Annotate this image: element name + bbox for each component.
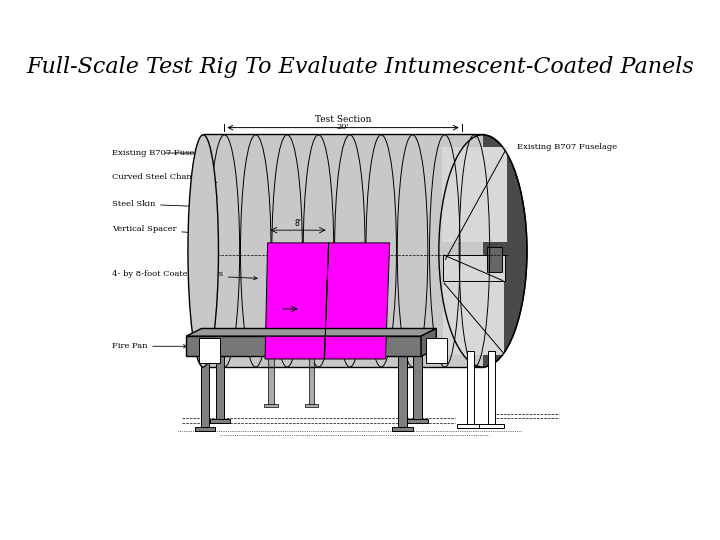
Polygon shape bbox=[444, 255, 505, 281]
Bar bbox=[199, 338, 220, 363]
Bar bbox=[392, 427, 413, 431]
Bar bbox=[479, 424, 504, 429]
Bar bbox=[201, 356, 209, 427]
Bar bbox=[264, 404, 278, 407]
Polygon shape bbox=[186, 336, 421, 356]
Bar bbox=[269, 355, 274, 406]
Text: Full-Scale Test Rig To Evaluate Intumescent-Coated Panels: Full-Scale Test Rig To Evaluate Intumesc… bbox=[26, 56, 694, 78]
Bar bbox=[203, 134, 483, 368]
Bar bbox=[426, 338, 447, 363]
Polygon shape bbox=[442, 147, 507, 242]
Text: 4- by 8-foot Coated Panels: 4- by 8-foot Coated Panels bbox=[112, 270, 257, 280]
Text: Curved Steel Channel: Curved Steel Channel bbox=[112, 173, 217, 184]
Bar bbox=[210, 419, 230, 423]
Bar bbox=[488, 350, 495, 427]
Ellipse shape bbox=[438, 135, 527, 367]
Ellipse shape bbox=[188, 135, 218, 367]
Text: Test Section: Test Section bbox=[315, 114, 372, 124]
Bar bbox=[305, 404, 318, 407]
Text: Existing B707 Fuselage: Existing B707 Fuselage bbox=[112, 149, 212, 157]
Polygon shape bbox=[186, 328, 436, 336]
Bar bbox=[194, 427, 215, 431]
Text: 8': 8' bbox=[294, 219, 302, 228]
Text: Steel Skin: Steel Skin bbox=[112, 200, 215, 208]
Text: 20': 20' bbox=[337, 123, 349, 131]
Bar bbox=[487, 247, 503, 272]
Polygon shape bbox=[421, 328, 436, 356]
Bar bbox=[467, 350, 474, 427]
Text: Existing B707 Fuselage: Existing B707 Fuselage bbox=[517, 143, 617, 151]
Bar bbox=[309, 355, 314, 406]
Bar bbox=[398, 356, 407, 427]
Bar bbox=[413, 349, 422, 419]
Polygon shape bbox=[325, 243, 390, 359]
Polygon shape bbox=[444, 281, 504, 355]
Bar bbox=[408, 419, 428, 423]
Bar bbox=[216, 349, 225, 419]
Text: Vertical Spacer: Vertical Spacer bbox=[112, 225, 215, 235]
Polygon shape bbox=[265, 243, 328, 359]
Text: Fire Pan: Fire Pan bbox=[112, 342, 186, 350]
Bar bbox=[457, 424, 483, 429]
